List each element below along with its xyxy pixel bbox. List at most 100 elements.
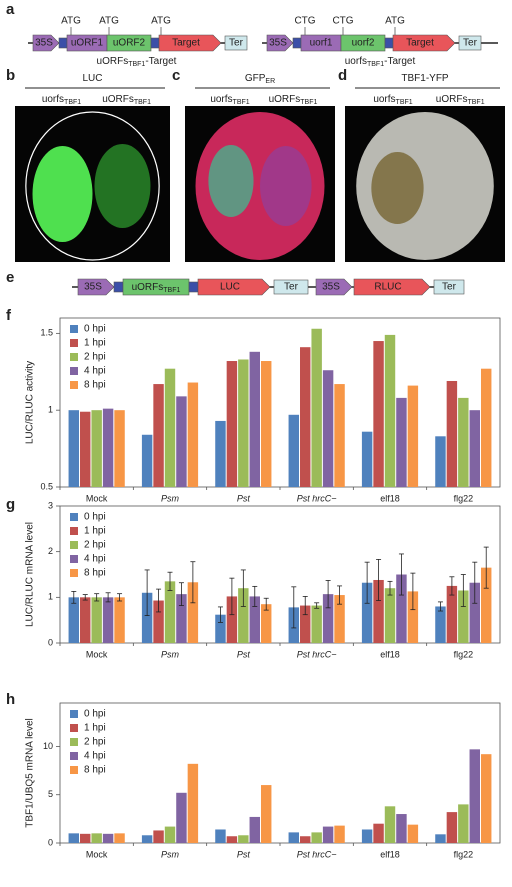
error-bar xyxy=(190,561,196,604)
bar xyxy=(102,408,114,487)
bar xyxy=(226,596,238,643)
spacer xyxy=(150,37,160,49)
x-tick-label: flg22 xyxy=(454,493,474,503)
bar xyxy=(114,833,125,843)
luc-signal xyxy=(94,144,151,228)
part-label: Target xyxy=(172,38,200,49)
part-label: LUC xyxy=(220,282,240,293)
column-label-sub: TBF1 xyxy=(467,99,484,106)
bar xyxy=(141,592,153,643)
bar xyxy=(469,582,480,643)
luc-signal xyxy=(32,146,93,242)
y-tick-label: 1.5 xyxy=(40,328,53,338)
error-bar xyxy=(376,559,382,601)
bar xyxy=(187,382,199,487)
plot-frame xyxy=(59,505,501,644)
target xyxy=(392,34,456,52)
error-bar xyxy=(449,576,455,596)
column-label-sub: TBF1 xyxy=(396,99,413,106)
error-bar xyxy=(105,592,111,603)
error-bar xyxy=(94,593,100,602)
legend-label: 2 hpi xyxy=(84,540,106,551)
error-bar xyxy=(167,571,173,591)
error-bar xyxy=(156,588,162,613)
bar xyxy=(435,606,446,643)
x-tick-label: Psm xyxy=(161,849,180,859)
bar xyxy=(396,574,407,643)
terminator xyxy=(458,35,482,51)
bar xyxy=(311,832,322,843)
error-bar xyxy=(302,596,308,616)
bar xyxy=(480,567,492,643)
bar xyxy=(68,833,80,843)
error-bar xyxy=(144,569,150,616)
panel-letter: a xyxy=(6,1,15,18)
bar xyxy=(260,604,272,643)
error-bar xyxy=(117,593,123,602)
codon: ATG xyxy=(151,16,171,27)
x-tick-label: Mock xyxy=(86,649,108,659)
panel-letter: e xyxy=(6,269,14,286)
legend-label: 4 hpi xyxy=(84,751,106,762)
bar xyxy=(311,605,322,643)
bar xyxy=(446,812,458,843)
bar xyxy=(435,436,446,487)
panel-letter: h xyxy=(6,691,15,708)
error-bar xyxy=(325,580,331,609)
column-label-main: uORFs xyxy=(269,94,301,105)
bar xyxy=(373,579,384,643)
bar xyxy=(187,582,199,643)
terminator xyxy=(433,279,465,295)
bar xyxy=(334,825,345,843)
y-tick-label: 0 xyxy=(48,837,53,847)
bar xyxy=(102,597,114,643)
bar xyxy=(249,351,260,487)
codon: ATG xyxy=(385,16,405,27)
bar xyxy=(215,420,226,487)
bar xyxy=(164,368,176,487)
bar xyxy=(311,328,322,487)
construct-caption-tail: -Target xyxy=(384,56,415,67)
legend-label: 8 hpi xyxy=(84,765,106,776)
bar xyxy=(469,749,480,843)
part-label: Ter xyxy=(463,38,478,49)
part-label: Ter xyxy=(442,282,457,293)
x-tick-label: Psm xyxy=(161,649,180,659)
bar xyxy=(249,596,260,643)
bar xyxy=(458,397,469,487)
legend-label: 4 hpi xyxy=(84,554,106,565)
legend-swatch xyxy=(70,339,78,347)
bar xyxy=(80,411,91,487)
leaf xyxy=(25,111,160,261)
part-label: uORF1 xyxy=(71,38,104,49)
bar xyxy=(238,835,249,843)
x-tick-label: Pst hrcC− xyxy=(297,649,337,659)
bar xyxy=(300,836,311,843)
bar xyxy=(334,384,345,487)
bar xyxy=(469,410,480,487)
spacer xyxy=(188,281,199,293)
legend-swatch xyxy=(70,381,78,389)
bar xyxy=(176,396,187,487)
promoter xyxy=(32,34,60,52)
column-label-main: uorfs xyxy=(210,94,232,105)
y-tick-label: 2 xyxy=(48,546,53,556)
bar xyxy=(153,830,164,843)
error-bar xyxy=(71,590,77,604)
panel-letter: c xyxy=(172,67,180,84)
bar xyxy=(91,410,102,487)
column-label: uORFsTBF1 xyxy=(269,94,318,106)
bar xyxy=(187,763,199,843)
legend-label: 2 hpi xyxy=(84,737,106,748)
x-tick-label: elf18 xyxy=(380,849,400,859)
construct-caption: uORFsTBF1-Target xyxy=(97,56,177,68)
bar xyxy=(384,806,396,843)
bar xyxy=(176,792,187,843)
column-label-sub: TBF1 xyxy=(300,99,317,106)
codon: CTG xyxy=(294,16,315,27)
y-tick-label: 5 xyxy=(48,789,53,799)
bar xyxy=(300,347,311,487)
y-tick-label: 1 xyxy=(48,405,53,415)
bar xyxy=(396,397,407,487)
spacer xyxy=(58,37,68,49)
